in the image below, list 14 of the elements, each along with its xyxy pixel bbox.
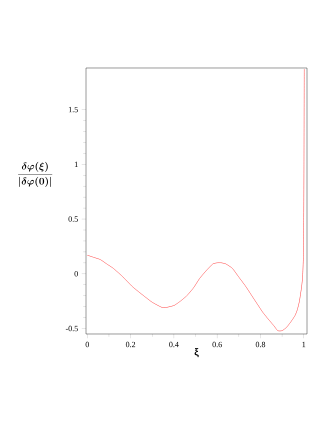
x-tick-label: 0.4 bbox=[169, 342, 179, 348]
y-axis-title: $\boldsymbol{\frac{\delta\varphi(\xi)}{|\delta\varphi(0)|}}$ bbox=[18, 162, 52, 187]
x-tick-label: 0.6 bbox=[212, 342, 222, 348]
x-tick-label: 0.2 bbox=[126, 342, 136, 348]
line-series bbox=[87, 68, 304, 332]
x-tick-label: 0 bbox=[86, 342, 89, 348]
y-tick-label: 1.5 bbox=[68, 106, 78, 112]
y-tick-label: 1 bbox=[74, 162, 78, 167]
x-axis-title: ξ bbox=[194, 348, 199, 358]
y-tick-label: -0.5 bbox=[66, 326, 78, 332]
x-tick-label: 1 bbox=[302, 342, 306, 348]
x-tick-label: 0.8 bbox=[256, 342, 266, 348]
y-tick-label: 0.5 bbox=[68, 216, 78, 222]
y-tick-label: 0 bbox=[74, 271, 78, 276]
